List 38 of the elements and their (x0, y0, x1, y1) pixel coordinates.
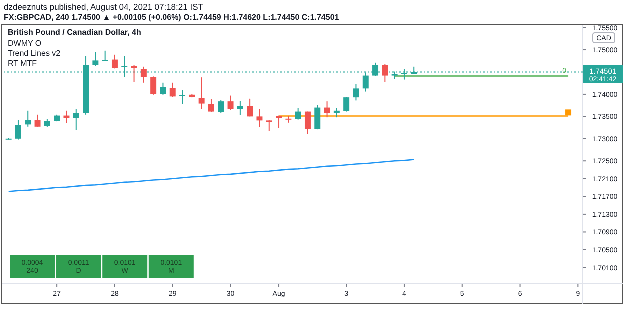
candlestick (180, 90, 186, 105)
candlestick (160, 82, 166, 96)
candlestick (64, 110, 70, 124)
candlestick (353, 84, 360, 102)
candlestick (324, 101, 330, 118)
candlestick (34, 114, 41, 128)
candlestick (382, 64, 388, 83)
candlestick (276, 115, 282, 129)
candlestick (102, 50, 108, 62)
text: dzdeeznuts published, August 04, 2021 07:18:21 IST (4, 2, 204, 12)
candlestick (237, 100, 244, 116)
candlestick (334, 108, 340, 118)
candlestick (198, 77, 205, 110)
annotation: Trend Lines v2 (8, 49, 62, 58)
candlestick (15, 120, 22, 140)
candlestick (344, 96, 350, 112)
candlestick (218, 100, 224, 114)
candlestick (247, 98, 254, 118)
candlestick (131, 64, 138, 83)
chart-title: FX:GBPCAD, 240 1.74500 ▲ +0.00105 (+0.06%) O:1.74459 H:1.74620 L:1.74450 C:1.74501 (4, 13, 340, 22)
candlestick (140, 66, 147, 84)
candlestick (295, 108, 302, 120)
candlestick (304, 111, 311, 135)
annotation: RT MTF (8, 59, 38, 68)
candlestick (256, 108, 263, 128)
candlestick (112, 54, 118, 70)
candlestick (170, 82, 176, 98)
line-series (8, 159, 415, 192)
candlestick (266, 120, 272, 132)
candlestick (25, 110, 32, 128)
candlestick (73, 108, 80, 131)
chart-subtitle: British Pound / Canadian Dollar, 4h (8, 28, 142, 37)
candlestick (92, 52, 99, 67)
candlestick (208, 98, 214, 113)
annotation: DWMY O (8, 39, 42, 48)
candlestick (150, 76, 157, 96)
candlestick (228, 95, 234, 111)
candlestick (314, 104, 321, 130)
